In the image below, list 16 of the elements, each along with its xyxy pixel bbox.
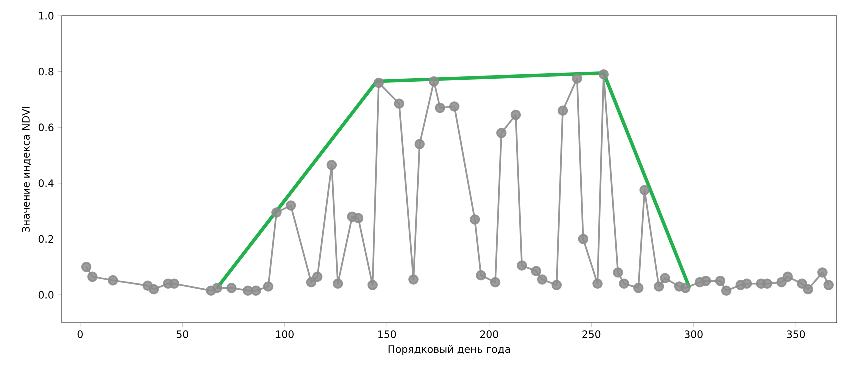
x-tick-label: 250 xyxy=(582,330,601,338)
y-tick-label: 0.4 xyxy=(38,180,54,188)
y-tick-label: 0.2 xyxy=(38,235,54,244)
x-tick-label: 0 xyxy=(78,330,83,338)
x-tick-label: 350 xyxy=(787,330,806,338)
y-tick-label: 0.6 xyxy=(38,124,54,132)
x-axis-title: Порядковый день года xyxy=(388,345,510,356)
x-tick-label: 50 xyxy=(176,330,188,338)
y-tick-label: 0.8 xyxy=(38,68,54,76)
y-tick-label: 1.0 xyxy=(39,12,54,20)
y-axis-title: Значение индекса NDVI xyxy=(22,107,32,232)
x-tick-label: 100 xyxy=(276,330,294,338)
x-tick-label: 300 xyxy=(684,330,703,338)
x-tick-label: 150 xyxy=(378,330,396,338)
y-tick-label: 0.0 xyxy=(38,291,54,299)
x-tick-label: 200 xyxy=(480,330,498,338)
